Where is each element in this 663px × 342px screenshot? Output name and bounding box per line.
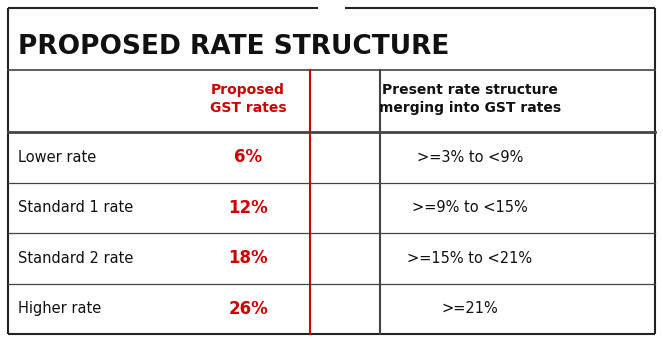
Text: >=9% to <15%: >=9% to <15% bbox=[412, 200, 528, 215]
Text: Standard 2 rate: Standard 2 rate bbox=[18, 251, 133, 266]
Text: Standard 1 rate: Standard 1 rate bbox=[18, 200, 133, 215]
Text: 12%: 12% bbox=[228, 199, 268, 217]
Text: 6%: 6% bbox=[234, 148, 262, 166]
Text: Higher rate: Higher rate bbox=[18, 301, 101, 316]
Text: >=15% to <21%: >=15% to <21% bbox=[408, 251, 532, 266]
Text: 18%: 18% bbox=[228, 249, 268, 267]
Text: 26%: 26% bbox=[228, 300, 268, 318]
Text: Present rate structure: Present rate structure bbox=[382, 83, 558, 97]
Text: Lower rate: Lower rate bbox=[18, 150, 96, 165]
Text: PROPOSED RATE STRUCTURE: PROPOSED RATE STRUCTURE bbox=[18, 34, 450, 60]
Text: >=3% to <9%: >=3% to <9% bbox=[417, 150, 523, 165]
Text: merging into GST rates: merging into GST rates bbox=[379, 101, 561, 115]
Text: Proposed: Proposed bbox=[211, 83, 285, 97]
Text: >=21%: >=21% bbox=[442, 301, 499, 316]
Text: GST rates: GST rates bbox=[210, 101, 286, 115]
